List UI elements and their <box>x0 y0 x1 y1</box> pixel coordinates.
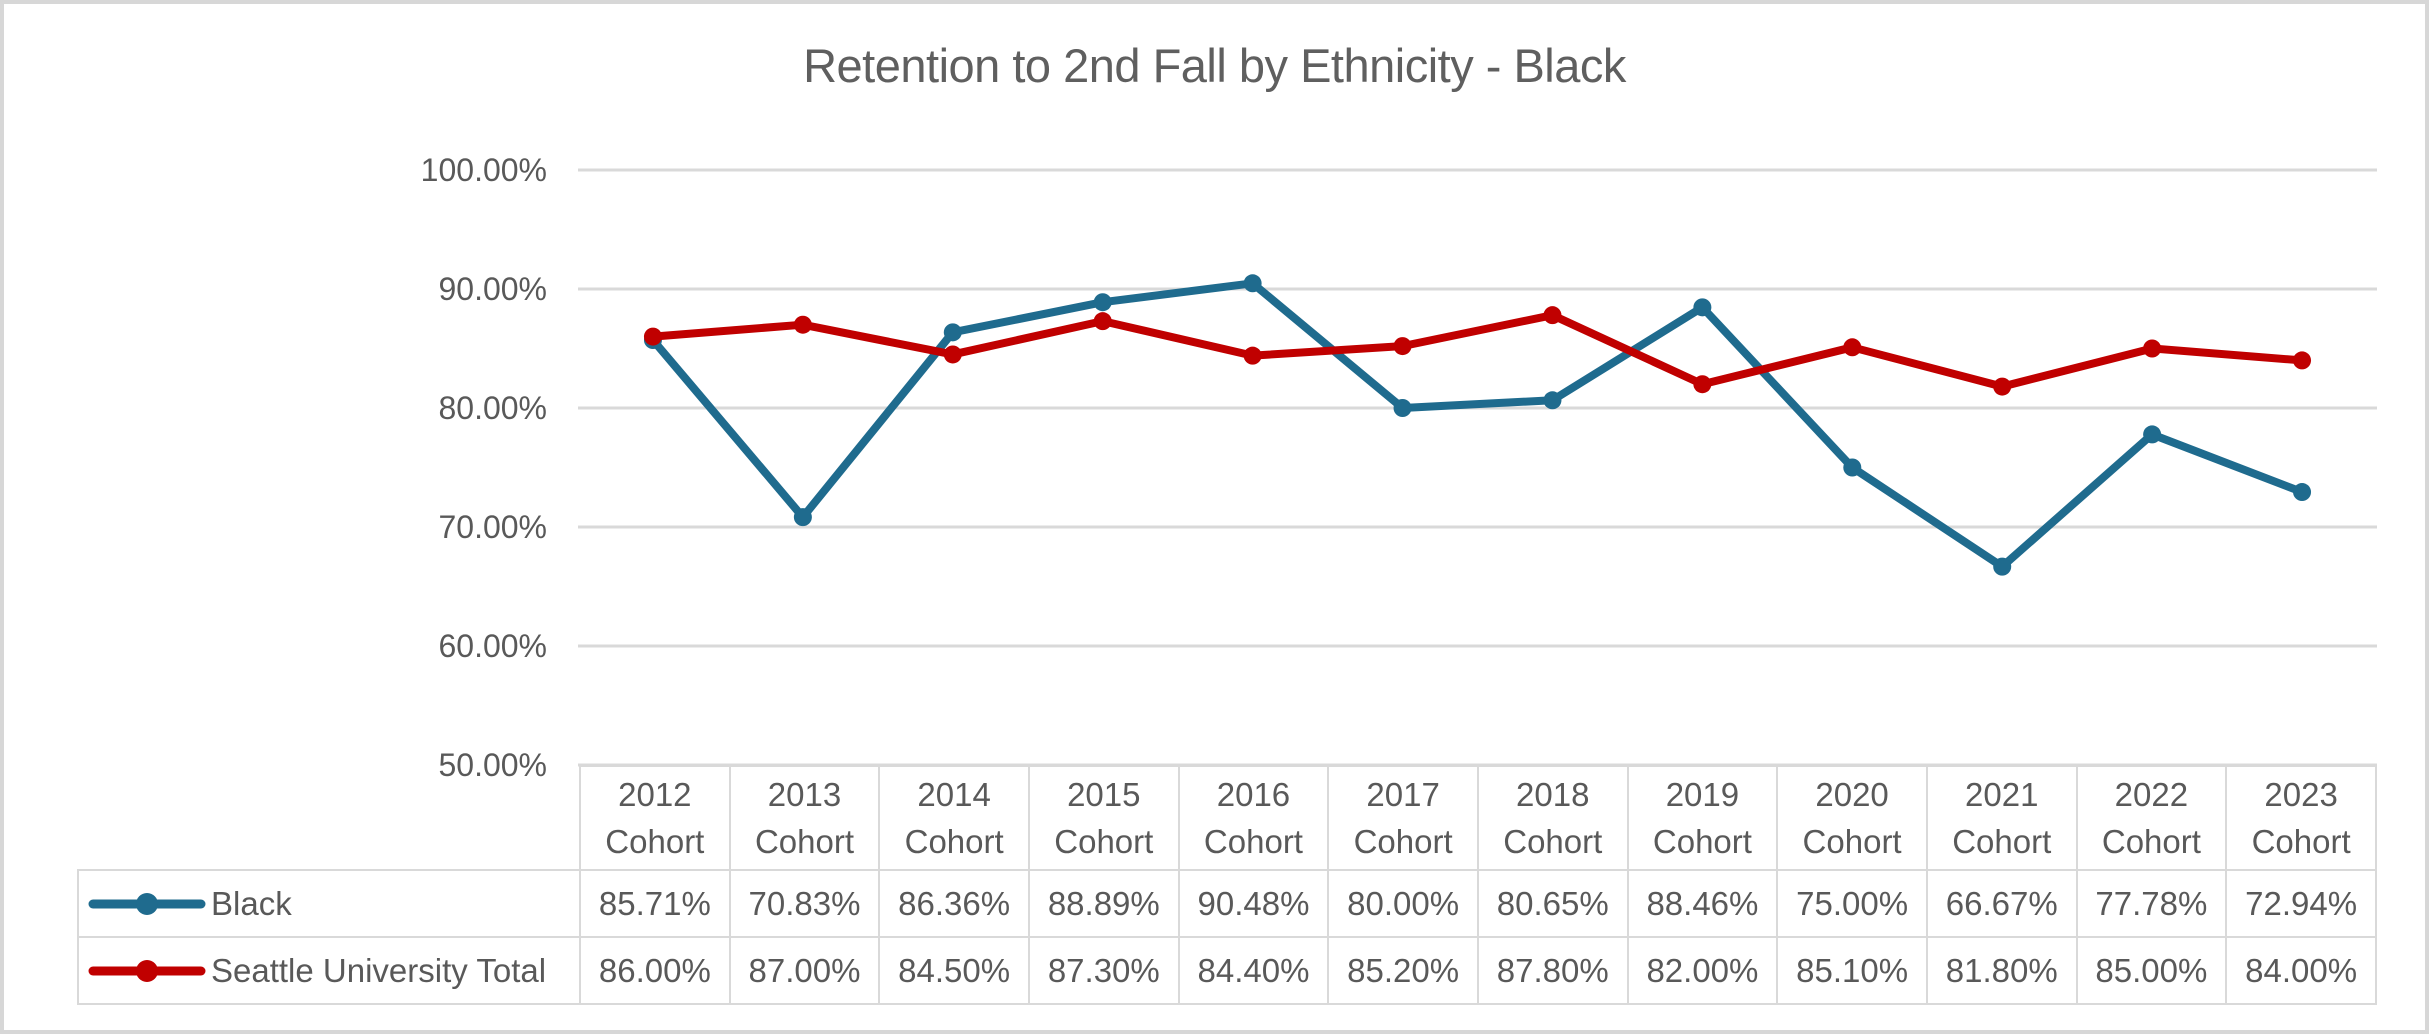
table-value-cell: 75.00% <box>1776 869 1928 938</box>
y-axis-tick-label: 60.00% <box>438 628 547 664</box>
table-row: Black 85.71% 70.83% 86.36% 88.89% 90.48% 80.00… <box>77 869 2377 938</box>
table-value-cell: 85.71% <box>579 869 731 938</box>
series-line-seattle-university-total <box>648 311 2307 391</box>
series-line-black <box>648 279 2307 571</box>
table-row: Seattle University Total 86.00% 87.00% 84.5… <box>77 936 2377 1005</box>
data-point-marker <box>1093 312 1112 331</box>
table-value-cell: 87.30% <box>1027 936 1180 1005</box>
data-point-marker <box>643 327 662 346</box>
data-point-marker <box>1543 391 1562 410</box>
series-legend-cell: Black <box>77 869 581 938</box>
data-point-marker <box>943 323 962 342</box>
table-value-cell: 88.46% <box>1626 869 1779 938</box>
data-point-marker <box>1993 557 2012 576</box>
table-value-cell: 84.40% <box>1177 936 1330 1005</box>
data-point-marker <box>1243 274 1262 293</box>
data-point-marker <box>2143 425 2162 444</box>
table-value-cell: 84.00% <box>2225 936 2377 1005</box>
data-point-marker <box>2293 483 2312 502</box>
data-point-marker <box>943 345 962 364</box>
y-axis-tick-label: 90.00% <box>438 271 547 307</box>
chart-title: Retention to 2nd Fall by Ethnicity - Bla… <box>803 39 1626 92</box>
data-point-marker <box>1093 293 1112 312</box>
table-value-cell: 86.36% <box>878 869 1030 938</box>
table-value-cell: 90.48% <box>1177 869 1330 938</box>
data-point-marker <box>1243 346 1262 365</box>
legend-line-marker-icon <box>88 959 206 982</box>
table-column-header: 2012 Cohort <box>579 765 731 871</box>
table-value-cell: 85.00% <box>2075 936 2228 1005</box>
legend-key-wrap: Black <box>79 883 579 925</box>
table-value-cell: 77.78% <box>2075 869 2228 938</box>
table-column-header: 2020 Cohort <box>1776 765 1928 871</box>
data-point-marker <box>2143 339 2162 358</box>
table-value-cell: 87.00% <box>728 936 881 1005</box>
legend-line-marker-icon <box>88 892 206 915</box>
data-point-marker <box>1693 298 1712 317</box>
table-value-cell: 87.80% <box>1476 936 1629 1005</box>
table-column-header: 2017 Cohort <box>1327 765 1479 871</box>
series-legend-cell: Seattle University Total <box>77 936 581 1005</box>
data-point-marker <box>2293 351 2312 370</box>
data-point-marker <box>1993 377 2012 396</box>
table-value-cell: 72.94% <box>2225 869 2377 938</box>
table-value-cell: 80.65% <box>1476 869 1629 938</box>
table-value-cell: 82.00% <box>1626 936 1779 1005</box>
table-value-cell: 81.80% <box>1925 936 2078 1005</box>
table-column-header: 2019 Cohort <box>1626 765 1779 871</box>
data-point-marker <box>1843 338 1862 357</box>
data-point-marker <box>1843 458 1862 477</box>
y-axis-tick-label: 70.00% <box>438 509 547 545</box>
table-column-header: 2023 Cohort <box>2225 765 2377 871</box>
table-value-cell: 66.67% <box>1925 869 2078 938</box>
table-header-row: 2012 Cohort 2013 Cohort 2014 Cohort 2015 Co… <box>78 765 2377 871</box>
data-table-body: Black 85.71% 70.83% 86.36% 88.89% 90.48% 80.00… <box>77 869 2377 1005</box>
table-column-header: 2014 Cohort <box>878 765 1030 871</box>
table-column-header: 2016 Cohort <box>1177 765 1330 871</box>
data-point-marker <box>1393 337 1412 356</box>
data-table-header: 2012 Cohort 2013 Cohort 2014 Cohort 2015 Co… <box>78 765 2377 871</box>
data-point-marker <box>1543 306 1562 325</box>
data-point-marker <box>793 315 812 334</box>
table-value-cell: 85.10% <box>1776 936 1928 1005</box>
table-value-cell: 86.00% <box>579 936 731 1005</box>
table-column-header: 2015 Cohort <box>1027 765 1180 871</box>
y-axis-tick-label: 50.00% <box>438 747 547 783</box>
table-column-header: 2022 Cohort <box>2075 765 2228 871</box>
data-point-marker <box>793 508 812 527</box>
table-corner-spacer <box>78 766 580 870</box>
series-name-label: Seattle University Total <box>211 951 547 989</box>
table-column-header: 2018 Cohort <box>1476 765 1629 871</box>
data-point-marker <box>1393 399 1412 417</box>
chart-data-table: 2012 Cohort 2013 Cohort 2014 Cohort 2015 Co… <box>77 765 2377 1005</box>
table-column-header: 2021 Cohort <box>1925 765 2078 871</box>
table-value-cell: 84.50% <box>878 936 1030 1005</box>
legend-key-wrap: Seattle University Total <box>79 950 579 992</box>
table-value-cell: 88.89% <box>1027 869 1180 938</box>
data-point-marker <box>1693 375 1712 394</box>
table-value-cell: 85.20% <box>1327 936 1479 1005</box>
table-value-cell: 70.83% <box>728 869 881 938</box>
table-value-cell: 80.00% <box>1327 869 1479 938</box>
table-column-header: 2013 Cohort <box>728 765 881 871</box>
y-axis-tick-label: 100.00% <box>421 152 547 188</box>
y-axis-tick-label: 80.00% <box>438 390 547 426</box>
series-name-label: Black <box>211 884 292 922</box>
